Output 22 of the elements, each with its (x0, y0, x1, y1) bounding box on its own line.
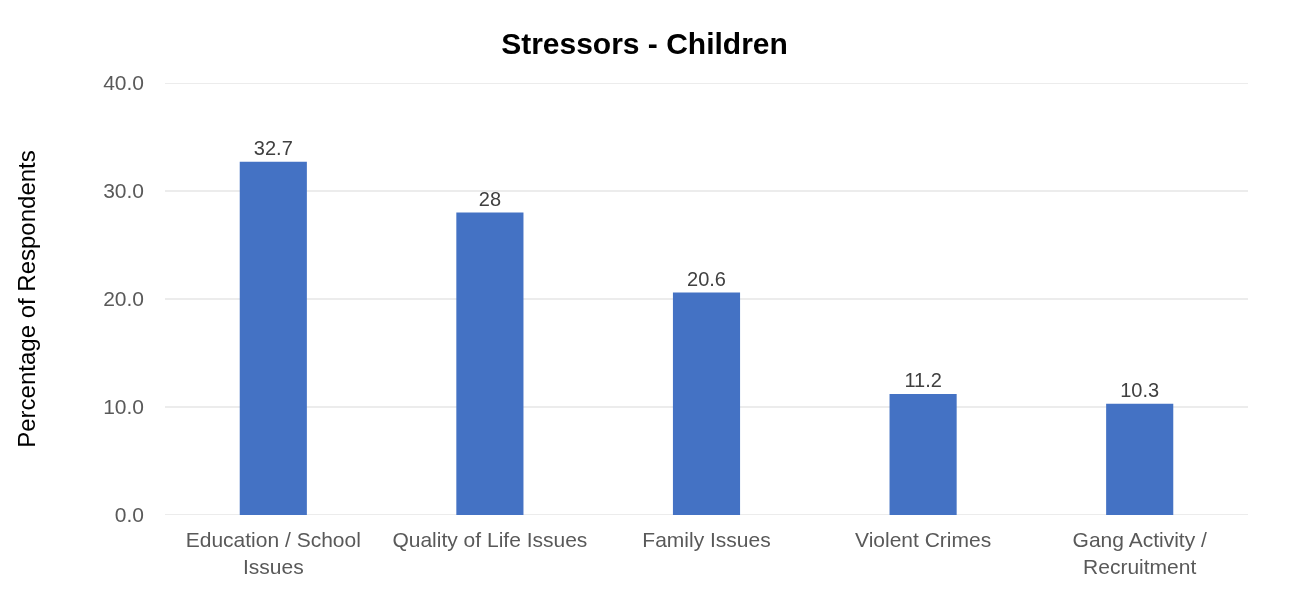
x-tick-label: Education / School Issues (185, 528, 361, 579)
x-tick-label: Gang Activity / Recruitment (1072, 528, 1207, 579)
bar (1106, 403, 1174, 515)
x-tick-label: Quality of Life Issues (392, 528, 588, 551)
bar (672, 292, 741, 515)
y-tick-label: 10.0 (103, 395, 144, 419)
y-tick-label: 40.0 (103, 71, 144, 95)
data-label: 32.7 (253, 136, 293, 159)
data-label: 28 (478, 187, 502, 210)
y-tick-label: 0.0 (114, 503, 144, 527)
bar (239, 161, 307, 515)
chart-title: Stressors - Children (501, 27, 788, 61)
y-axis-title: Percentage of Respondents (13, 150, 41, 448)
data-label: 10.3 (1120, 378, 1160, 401)
y-tick-label: 20.0 (103, 287, 144, 311)
bar (456, 212, 524, 515)
data-label: 11.2 (904, 369, 942, 392)
data-label: 20.6 (687, 267, 726, 290)
x-tick-label: Family Issues (642, 528, 771, 551)
x-tick-label: Violent Crimes (855, 528, 992, 551)
bar (889, 394, 957, 515)
y-tick-label: 30.0 (103, 179, 144, 203)
